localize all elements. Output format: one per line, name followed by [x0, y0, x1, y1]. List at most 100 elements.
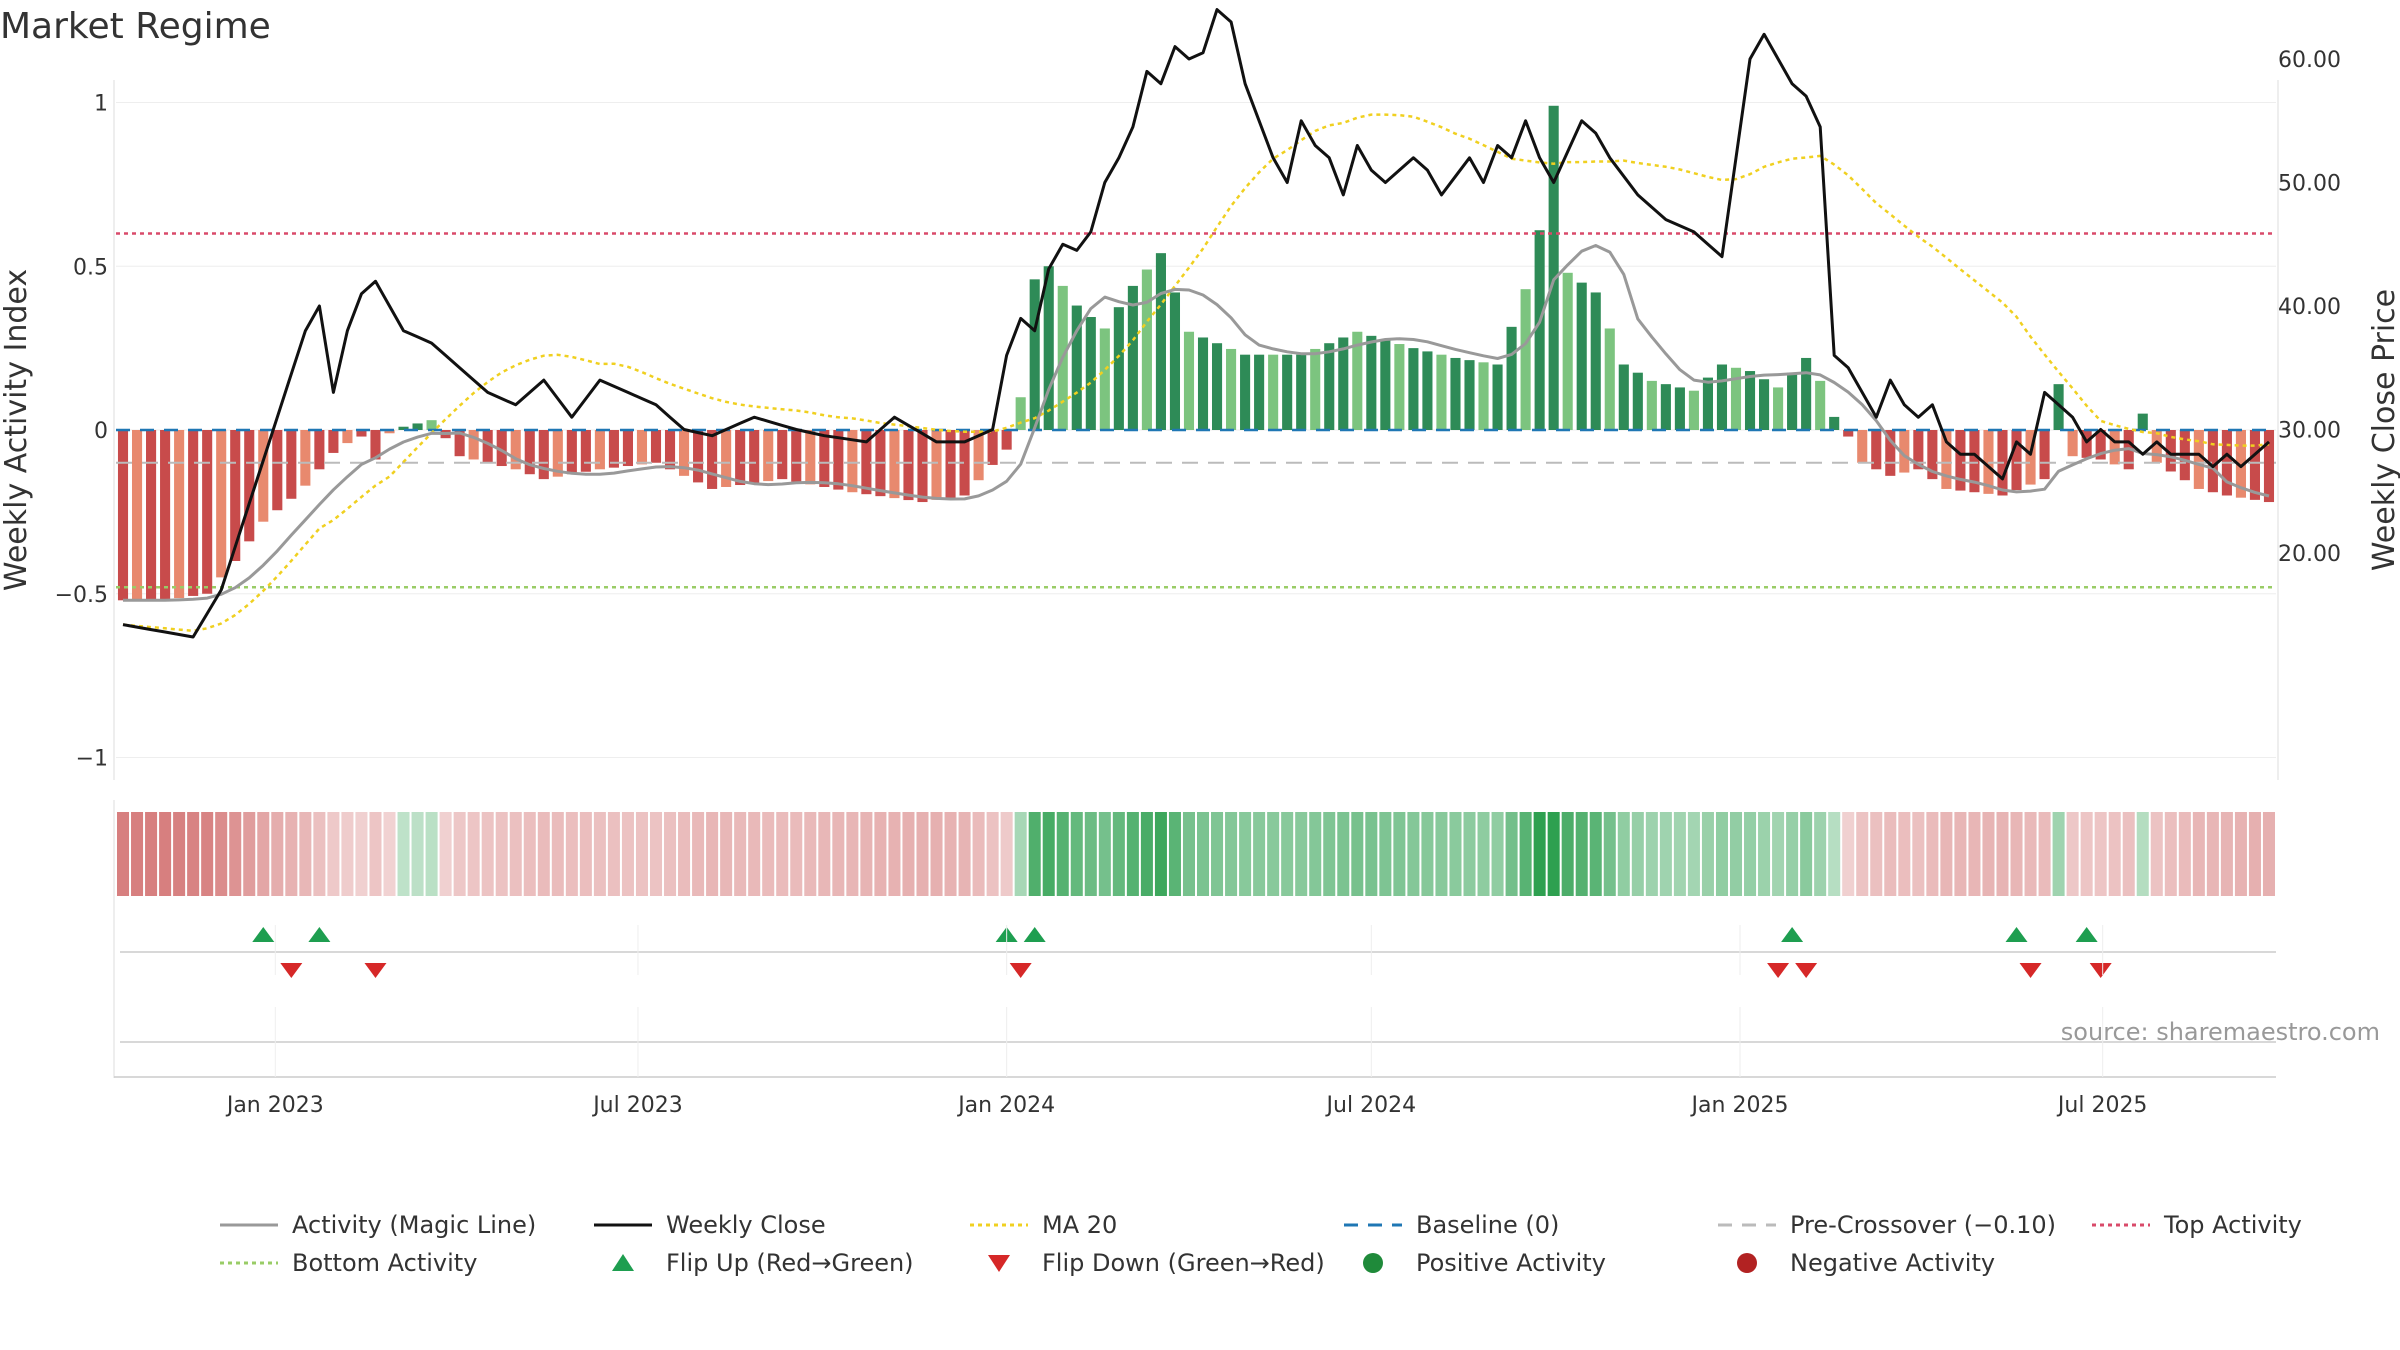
activity-bar — [987, 430, 998, 465]
flip-up-marker — [308, 927, 331, 942]
activity-bar — [426, 420, 437, 430]
activity-bar — [1492, 364, 1503, 430]
flip-down-marker — [280, 963, 303, 978]
activity-bar — [636, 430, 648, 465]
activity-bar — [1688, 390, 1699, 430]
regime-cell — [243, 812, 256, 896]
activity-bar — [216, 430, 227, 578]
activity-bar — [2039, 430, 2050, 480]
regime-cell — [565, 812, 578, 896]
regime-cell — [467, 812, 480, 896]
regime-cell — [1140, 812, 1153, 896]
y-right-tick-label: 60.00 — [2278, 48, 2341, 73]
regime-cell — [1617, 812, 1630, 896]
regime-cell — [1182, 812, 1195, 896]
activity-bar — [1618, 364, 1629, 430]
activity-bar — [1534, 230, 1545, 430]
activity-bar — [1310, 348, 1321, 430]
activity-bar — [1941, 430, 1952, 489]
y-axis-right-label: Weekly Close Price — [2367, 289, 2400, 571]
activity-bar — [496, 430, 507, 467]
regime-cell — [1323, 812, 1336, 896]
regime-cell — [2192, 812, 2205, 896]
regime-cell — [1197, 812, 1210, 896]
regime-cell — [2234, 812, 2247, 896]
activity-bar — [1408, 348, 1419, 430]
activity-bar — [1478, 362, 1489, 430]
regime-cell — [1421, 812, 1434, 896]
legend-swatch — [612, 1254, 634, 1271]
regime-cell — [635, 812, 648, 896]
regime-cell — [1435, 812, 1448, 896]
activity-bar — [2011, 430, 2022, 491]
activity-bar — [945, 430, 956, 498]
regime-cell — [1996, 812, 2009, 896]
activity-bar — [1702, 377, 1713, 430]
regime-cell — [453, 812, 466, 896]
activity-bar — [482, 430, 493, 463]
regime-cell — [257, 812, 270, 896]
regime-cell — [1954, 812, 1967, 896]
regime-cell — [2122, 812, 2135, 896]
regime-cell — [1491, 812, 1504, 896]
regime-cell — [776, 812, 789, 896]
flip-up-marker — [252, 927, 275, 942]
regime-cell — [1084, 812, 1097, 896]
regime-cell — [762, 812, 775, 896]
grid-lines: 1 0.5 0 −0.5 −1 60.00 50.00 40.00 30.00 20.00 — [55, 48, 2341, 1078]
flip-markers: Jan 2023 Jul 2023 Jan 2024 Jul 2024 Jan 2025… — [114, 925, 2276, 1118]
activity-bar — [1843, 430, 1854, 437]
regime-cell — [159, 812, 172, 896]
activity-bar — [917, 430, 928, 503]
activity-bar — [749, 430, 760, 484]
legend-swatch — [1363, 1253, 1383, 1273]
activity-bar — [1015, 397, 1026, 430]
activity-bar — [1436, 354, 1447, 430]
activity-bar — [1155, 253, 1166, 430]
regime-cell — [1968, 812, 1981, 896]
regime-cell — [1070, 812, 1083, 896]
activity-bar — [1450, 357, 1461, 430]
activity-bar — [1576, 282, 1587, 430]
regime-cell — [916, 812, 929, 896]
regime-cell — [1701, 812, 1714, 896]
y-left-tick-label: 1 — [94, 92, 108, 117]
y-right-tick-label: 30.00 — [2278, 419, 2341, 444]
activity-bar — [174, 430, 185, 599]
flip-down-marker — [364, 963, 387, 978]
activity-bar — [1773, 387, 1784, 430]
regime-cell — [1589, 812, 1602, 896]
activity-bar — [2193, 430, 2204, 489]
regime-cell — [818, 812, 831, 896]
regime-cell — [1505, 812, 1518, 896]
activity-bar — [2165, 430, 2176, 472]
regime-cell — [706, 812, 719, 896]
activity-bar — [2081, 430, 2092, 458]
activity-bar — [2137, 413, 2148, 430]
regime-cell — [621, 812, 634, 896]
y-left-tick-label: 0 — [94, 419, 108, 444]
regime-cell — [1842, 812, 1855, 896]
activity-bar — [286, 430, 297, 499]
regime-cell — [215, 812, 228, 896]
activity-bar — [1282, 354, 1293, 430]
regime-cell — [1631, 812, 1644, 896]
regime-cell — [495, 812, 508, 896]
y-right-tick-label: 20.00 — [2278, 542, 2341, 567]
activity-bar — [1787, 372, 1798, 430]
regime-cell — [1295, 812, 1308, 896]
activity-bar — [580, 430, 591, 472]
activity-bar — [1029, 279, 1040, 430]
activity-bar — [1127, 285, 1138, 430]
regime-cell — [1028, 812, 1041, 896]
activity-bar — [398, 426, 409, 430]
activity-bar — [117, 430, 129, 601]
activity-bar — [1352, 331, 1363, 430]
regime-cell — [369, 812, 382, 896]
activity-bar — [1240, 354, 1251, 430]
regime-cell — [551, 812, 564, 896]
y-left-tick-label: −1 — [76, 747, 108, 772]
activity-bar — [1366, 335, 1377, 430]
regime-cell — [1547, 812, 1560, 896]
legend-label: Top Activity — [2163, 1211, 2302, 1239]
